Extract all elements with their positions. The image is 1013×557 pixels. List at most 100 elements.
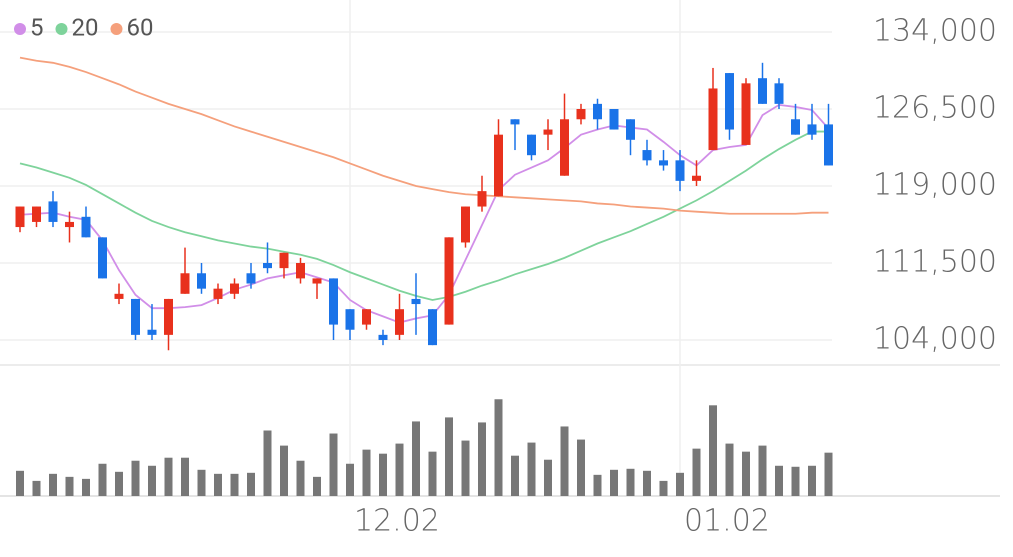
- volume-bar: [395, 443, 404, 496]
- candle-body: [296, 263, 305, 279]
- volume-bar: [478, 422, 486, 496]
- candle-body: [626, 119, 635, 140]
- volume-bar: [263, 430, 272, 496]
- candle-body: [329, 278, 338, 325]
- candle-body: [692, 175, 701, 181]
- volume-bar: [461, 440, 470, 496]
- volume-bar: [98, 463, 107, 496]
- ma-line: [19, 103, 830, 324]
- candle-body: [560, 119, 569, 176]
- candle-body: [807, 124, 817, 135]
- candle-body: [543, 129, 553, 135]
- volume-bar: [560, 426, 569, 496]
- y-tick-label: 111,500: [873, 245, 997, 280]
- volume-bar: [329, 433, 338, 496]
- volume-bar: [511, 455, 519, 496]
- candle-body: [411, 298, 421, 305]
- candle-body: [774, 83, 784, 104]
- ma-line: [19, 130, 829, 301]
- x-tick-label: 12.02: [354, 504, 440, 539]
- candle-body: [824, 124, 833, 166]
- volume-bar: [16, 470, 24, 496]
- candle-body: [197, 273, 206, 289]
- candle-body: [131, 298, 140, 335]
- y-tick-label: 104,000: [873, 322, 997, 357]
- candle-body: [758, 78, 767, 104]
- candle-body: [527, 134, 536, 156]
- candle-body: [48, 201, 58, 222]
- volume-bar: [362, 449, 371, 496]
- volume-bar: [131, 460, 140, 496]
- candle-body: [494, 134, 503, 197]
- volume-bar: [346, 463, 354, 496]
- candle-body: [428, 309, 437, 346]
- candle-body: [477, 191, 487, 207]
- volume-bar: [692, 448, 701, 496]
- volume-bar: [742, 451, 750, 496]
- volume-bar: [82, 478, 90, 496]
- volume-bar: [296, 460, 305, 496]
- volume-bar: [181, 457, 189, 496]
- volume-bar: [280, 445, 288, 496]
- y-tick-label: 126,500: [873, 91, 997, 126]
- volume-bar: [725, 443, 734, 496]
- candle-body: [246, 273, 256, 284]
- volume-bar: [379, 453, 387, 496]
- candle-body: [642, 150, 652, 161]
- volume-bar: [164, 457, 173, 496]
- volume-bar: [643, 470, 651, 496]
- volume-bar: [445, 417, 453, 496]
- candle-body: [32, 206, 41, 222]
- volume-bar: [32, 480, 41, 496]
- candle-body: [725, 73, 734, 130]
- candle-body: [576, 109, 586, 120]
- volume-bar: [247, 472, 255, 496]
- volume-bar: [610, 469, 618, 496]
- candle-body: [510, 119, 520, 125]
- volume-bar: [775, 465, 783, 496]
- legend-label: 60: [126, 13, 153, 41]
- x-tick-label: 01.02: [684, 504, 770, 539]
- volume-bar: [148, 465, 156, 496]
- candle-body: [378, 334, 388, 340]
- candle-body: [230, 283, 239, 294]
- candle-body: [741, 83, 751, 145]
- volume-bar: [791, 466, 800, 496]
- volume-bar: [527, 442, 536, 496]
- volume-bar: [197, 469, 206, 496]
- volume-bar: [428, 451, 437, 496]
- volume-bar: [659, 480, 668, 496]
- volume-bar: [544, 459, 552, 496]
- y-tick-label: 119,000: [873, 168, 997, 203]
- volume-bar: [824, 452, 833, 496]
- volume-bar: [65, 476, 74, 496]
- ma-line: [19, 56, 829, 215]
- legend-label: 5: [30, 13, 44, 41]
- volume-bar: [577, 439, 585, 496]
- y-tick-label: 134,000: [873, 14, 997, 49]
- volume-bar: [214, 473, 222, 496]
- volume-bar: [808, 465, 816, 496]
- candle-body: [659, 160, 668, 166]
- candle-body: [444, 237, 454, 325]
- volume-bar: [676, 472, 684, 496]
- candle-body: [114, 293, 124, 299]
- candle-body: [65, 221, 74, 228]
- candle-body: [609, 109, 619, 130]
- candle-body: [345, 309, 355, 330]
- candle-body: [180, 273, 190, 294]
- candle-body: [708, 88, 718, 151]
- candle-body: [461, 206, 470, 243]
- volume-bar: [593, 474, 602, 496]
- candle-body: [81, 216, 91, 238]
- candle-body: [593, 103, 602, 120]
- volume-bar: [626, 468, 635, 496]
- volume-bar: [758, 445, 767, 496]
- candle-body: [213, 288, 223, 299]
- candle-body: [279, 252, 289, 269]
- volume-bar: [494, 399, 503, 496]
- volume-bar: [412, 421, 420, 496]
- candle-body: [98, 237, 107, 279]
- candle-body: [791, 119, 800, 135]
